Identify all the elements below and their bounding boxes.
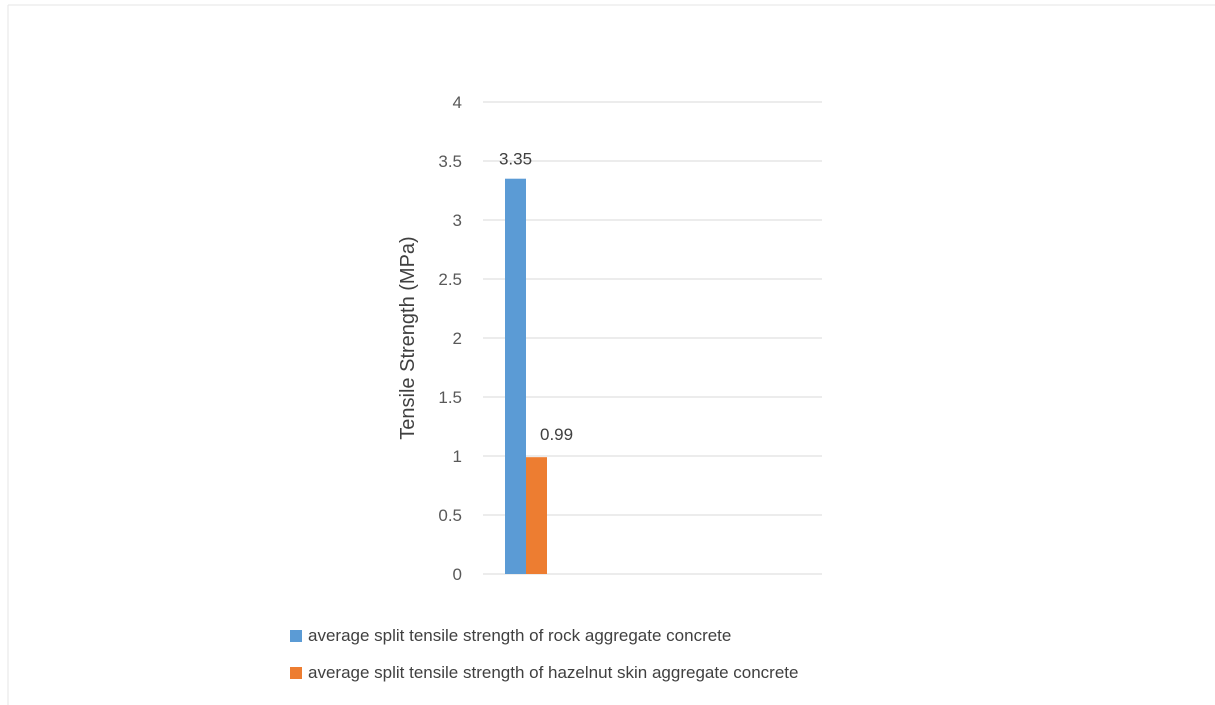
legend-label-hazelnut: average split tensile strength of hazeln… xyxy=(308,662,799,682)
legend: average split tensile strength of rock a… xyxy=(290,620,798,694)
y-tick-label-6: 3 xyxy=(453,211,462,230)
y-tick-label-7: 3.5 xyxy=(438,152,462,171)
legend-swatch-hazelnut xyxy=(290,666,302,679)
bar-rock xyxy=(505,178,526,574)
data-label-hazelnut: 0.99 xyxy=(540,425,573,444)
y-tick-label-8: 4 xyxy=(453,93,462,112)
bars xyxy=(505,178,547,574)
legend-label-rock: average split tensile strength of rock a… xyxy=(308,625,732,645)
y-tick-label-5: 2.5 xyxy=(438,270,462,289)
y-axis-ticks: 0 0.5 1 1.5 2 2.5 3 3.5 4 xyxy=(438,93,462,584)
legend-item-hazelnut: average split tensile strength of hazeln… xyxy=(290,657,798,688)
legend-swatch-rock xyxy=(290,629,302,642)
y-tick-label-3: 1.5 xyxy=(438,388,462,407)
y-tick-label-1: 0.5 xyxy=(438,506,462,525)
legend-item-rock: average split tensile strength of rock a… xyxy=(290,620,798,651)
bar-hazelnut xyxy=(526,457,547,574)
y-tick-label-4: 2 xyxy=(453,329,462,348)
data-labels: 3.35 0.99 xyxy=(499,150,573,444)
data-label-rock: 3.35 xyxy=(499,150,532,169)
y-tick-label-2: 1 xyxy=(453,447,462,466)
y-axis-title: Tensile Strength (MPa) xyxy=(397,236,419,439)
y-tick-label-0: 0 xyxy=(453,565,462,584)
